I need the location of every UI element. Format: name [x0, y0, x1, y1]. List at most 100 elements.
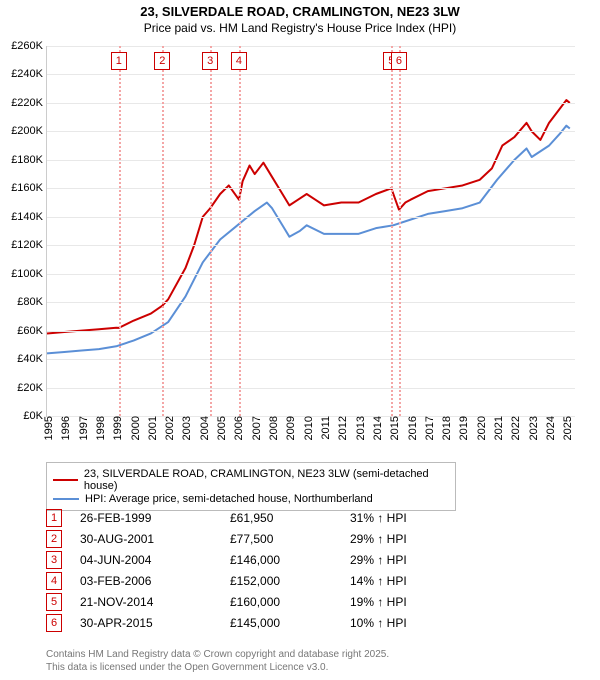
sale-event-marker: 6 — [391, 52, 407, 70]
x-tick-label: 2017 — [420, 416, 436, 440]
sale-event-line — [162, 46, 164, 416]
x-tick-label: 2008 — [264, 416, 280, 440]
sale-event-line — [119, 46, 121, 416]
sale-date: 30-APR-2015 — [80, 616, 230, 630]
x-tick-label: 2023 — [524, 416, 540, 440]
gridline-h — [47, 217, 575, 218]
sale-event-marker: 3 — [202, 52, 218, 70]
x-tick-label: 2004 — [195, 416, 211, 440]
sale-number-badge: 6 — [46, 614, 62, 632]
sale-hpi-diff: 19% ↑ HPI — [350, 595, 470, 609]
x-tick-label: 2009 — [281, 416, 297, 440]
sale-price: £61,950 — [230, 511, 350, 525]
sale-event-line — [399, 46, 401, 416]
legend-item: 23, SILVERDALE ROAD, CRAMLINGTON, NE23 3… — [53, 468, 449, 492]
x-tick-label: 2012 — [333, 416, 349, 440]
sale-price: £146,000 — [230, 553, 350, 567]
x-tick-label: 1995 — [39, 416, 55, 440]
sale-price: £145,000 — [230, 616, 350, 630]
x-tick-label: 2005 — [212, 416, 228, 440]
x-tick-label: 2019 — [454, 416, 470, 440]
sale-event-marker: 1 — [111, 52, 127, 70]
y-tick-label: £80K — [17, 296, 47, 308]
gridline-h — [47, 160, 575, 161]
sale-event-line — [391, 46, 393, 416]
sale-date: 26-FEB-1999 — [80, 511, 230, 525]
x-tick-label: 2024 — [541, 416, 557, 440]
gridline-h — [47, 46, 575, 47]
page-title: 23, SILVERDALE ROAD, CRAMLINGTON, NE23 3… — [0, 0, 600, 21]
chart-legend: 23, SILVERDALE ROAD, CRAMLINGTON, NE23 3… — [46, 462, 456, 511]
y-tick-label: £260K — [11, 40, 47, 52]
y-tick-label: £120K — [11, 239, 47, 251]
sale-hpi-diff: 14% ↑ HPI — [350, 574, 470, 588]
footer-line: This data is licensed under the Open Gov… — [46, 661, 389, 674]
legend-label: 23, SILVERDALE ROAD, CRAMLINGTON, NE23 3… — [84, 468, 449, 492]
y-tick-label: £240K — [11, 68, 47, 80]
y-tick-label: £220K — [11, 97, 47, 109]
x-tick-label: 2025 — [558, 416, 574, 440]
page-subtitle: Price paid vs. HM Land Registry's House … — [0, 21, 600, 37]
sale-row: 630-APR-2015£145,00010% ↑ HPI — [46, 614, 546, 632]
footer-attribution: Contains HM Land Registry data © Crown c… — [46, 648, 389, 674]
sale-price: £152,000 — [230, 574, 350, 588]
sale-event-line — [239, 46, 241, 416]
x-tick-label: 1998 — [91, 416, 107, 440]
y-tick-label: £40K — [17, 353, 47, 365]
x-tick-label: 2022 — [506, 416, 522, 440]
sale-number-badge: 5 — [46, 593, 62, 611]
footer-line: Contains HM Land Registry data © Crown c… — [46, 648, 389, 661]
gridline-h — [47, 274, 575, 275]
sale-date: 21-NOV-2014 — [80, 595, 230, 609]
chart-svg — [47, 46, 575, 416]
y-tick-label: £60K — [17, 325, 47, 337]
x-tick-label: 2013 — [351, 416, 367, 440]
sale-event-line — [210, 46, 212, 416]
x-tick-label: 2016 — [403, 416, 419, 440]
x-tick-label: 2011 — [316, 416, 332, 440]
x-tick-label: 2002 — [160, 416, 176, 440]
x-tick-label: 2010 — [299, 416, 315, 440]
y-tick-label: £20K — [17, 382, 47, 394]
sale-date: 30-AUG-2001 — [80, 532, 230, 546]
x-tick-label: 2015 — [385, 416, 401, 440]
sale-event-marker: 4 — [231, 52, 247, 70]
sale-price: £160,000 — [230, 595, 350, 609]
y-tick-label: £100K — [11, 268, 47, 280]
x-tick-label: 2000 — [126, 416, 142, 440]
sale-hpi-diff: 29% ↑ HPI — [350, 553, 470, 567]
sale-row: 5 21-NOV-2014£160,00019% ↑ HPI — [46, 593, 546, 611]
legend-label: HPI: Average price, semi-detached house,… — [85, 493, 373, 505]
sale-number-badge: 1 — [46, 509, 62, 527]
legend-swatch — [53, 498, 79, 500]
sale-number-badge: 4 — [46, 572, 62, 590]
gridline-h — [47, 331, 575, 332]
x-tick-label: 2001 — [143, 416, 159, 440]
y-tick-label: £160K — [11, 182, 47, 194]
y-tick-label: £140K — [11, 211, 47, 223]
sale-number-badge: 2 — [46, 530, 62, 548]
x-tick-label: 2006 — [229, 416, 245, 440]
y-tick-label: £180K — [11, 154, 47, 166]
gridline-h — [47, 245, 575, 246]
sale-date: 04-JUN-2004 — [80, 553, 230, 567]
x-tick-label: 2003 — [177, 416, 193, 440]
sale-row: 126-FEB-1999£61,95031% ↑ HPI — [46, 509, 546, 527]
sale-row: 304-JUN-2004£146,00029% ↑ HPI — [46, 551, 546, 569]
x-tick-label: 2020 — [472, 416, 488, 440]
sale-row: 403-FEB-2006£152,00014% ↑ HPI — [46, 572, 546, 590]
gridline-h — [47, 302, 575, 303]
sale-hpi-diff: 29% ↑ HPI — [350, 532, 470, 546]
sale-event-marker: 2 — [154, 52, 170, 70]
x-tick-label: 1999 — [108, 416, 124, 440]
gridline-h — [47, 131, 575, 132]
gridline-h — [47, 74, 575, 75]
x-tick-label: 2007 — [247, 416, 263, 440]
legend-item: HPI: Average price, semi-detached house,… — [53, 493, 449, 505]
x-tick-label: 1997 — [74, 416, 90, 440]
legend-swatch — [53, 479, 78, 481]
x-tick-label: 2021 — [489, 416, 505, 440]
y-tick-label: £200K — [11, 125, 47, 137]
x-tick-label: 2014 — [368, 416, 384, 440]
sale-price: £77,500 — [230, 532, 350, 546]
